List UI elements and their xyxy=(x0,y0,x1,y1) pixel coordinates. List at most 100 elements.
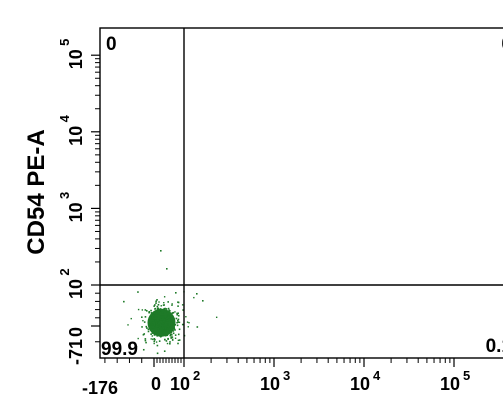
event-dot xyxy=(154,319,156,321)
event-dot xyxy=(162,304,165,306)
event-dot xyxy=(178,328,181,331)
x-tick-label: 10 xyxy=(350,374,370,394)
quadrant-label-lower-left: 99.9 xyxy=(101,339,138,360)
event-dot xyxy=(159,308,162,310)
event-dot xyxy=(167,316,170,319)
event-dot xyxy=(160,328,162,331)
event-dot xyxy=(215,316,218,319)
event-dot xyxy=(162,331,165,334)
event-dot xyxy=(153,334,156,336)
event-dot xyxy=(155,302,157,304)
event-dot xyxy=(159,329,162,332)
event-dot xyxy=(202,300,204,302)
event-dot xyxy=(163,302,165,304)
event-dot xyxy=(148,311,150,314)
event-dot xyxy=(170,334,173,336)
event-dot xyxy=(164,320,166,322)
event-dot xyxy=(159,328,161,330)
event-dot xyxy=(158,317,161,320)
event-dot xyxy=(167,338,169,340)
event-dot xyxy=(163,307,165,310)
event-dot xyxy=(174,329,176,331)
event-dot xyxy=(149,325,152,327)
event-dot xyxy=(152,326,155,329)
event-dot xyxy=(151,316,154,319)
y-tick-exponent: 3 xyxy=(57,192,72,199)
event-dot xyxy=(165,333,167,336)
event-dot xyxy=(160,327,162,330)
event-dot xyxy=(155,322,158,325)
event-dot xyxy=(153,305,155,307)
quadrant-label-upper-right: 0 xyxy=(501,34,503,55)
event-dot xyxy=(156,299,158,301)
event-dot xyxy=(167,319,170,321)
event-dot xyxy=(165,331,168,333)
event-dot xyxy=(186,321,189,323)
y-tick-exponent: 4 xyxy=(57,114,72,122)
x-tick-exponent: 5 xyxy=(463,368,470,383)
event-dot xyxy=(164,316,167,318)
event-dot xyxy=(161,332,164,335)
event-dot xyxy=(157,322,159,324)
event-dot xyxy=(163,304,166,306)
event-dot xyxy=(153,323,156,325)
event-dot xyxy=(164,307,166,310)
y-tick-label: 10 xyxy=(66,279,86,299)
quadrant-label-lower-right: 0.1 xyxy=(486,336,503,357)
event-dot xyxy=(174,323,177,326)
event-dot xyxy=(155,320,158,323)
x-tick-label: 10 xyxy=(260,374,280,394)
event-dot xyxy=(166,311,168,313)
event-dot xyxy=(166,327,169,330)
event-dot xyxy=(158,326,161,329)
event-dot xyxy=(188,322,190,324)
event-dot xyxy=(157,319,160,322)
event-dot xyxy=(164,327,167,330)
event-dot xyxy=(170,327,173,330)
event-dot xyxy=(176,324,179,327)
x-tick-label: 0 xyxy=(151,374,161,394)
event-dot xyxy=(158,335,161,337)
event-dot xyxy=(156,352,159,355)
event-dot xyxy=(156,344,159,347)
y-tick-exponent: 5 xyxy=(57,39,72,46)
event-dot xyxy=(159,325,162,328)
event-dot xyxy=(152,338,154,341)
event-dot xyxy=(156,316,158,318)
event-dot xyxy=(161,322,164,325)
event-dot xyxy=(142,333,145,336)
event-dot xyxy=(174,337,177,339)
event-dot xyxy=(148,317,151,320)
event-dot xyxy=(163,326,165,328)
event-dot xyxy=(154,338,156,341)
event-dot xyxy=(158,322,160,325)
axis-ticks xyxy=(91,54,455,367)
event-dot xyxy=(169,341,171,343)
event-dot xyxy=(153,317,155,320)
event-dot xyxy=(161,321,163,324)
event-dot xyxy=(144,316,147,318)
y-tick-label: 0 xyxy=(66,327,86,337)
event-dot xyxy=(172,322,175,325)
event-dot xyxy=(155,314,158,316)
y-tick-exponent: 2 xyxy=(57,268,72,275)
event-dot xyxy=(160,330,163,332)
event-dot xyxy=(159,314,161,316)
event-dot xyxy=(155,324,158,327)
event-dot xyxy=(146,327,148,329)
event-dot xyxy=(167,324,169,326)
event-dot xyxy=(171,320,173,323)
event-dot xyxy=(157,313,159,315)
event-dot xyxy=(157,316,160,318)
event-dot xyxy=(160,316,162,318)
event-dot xyxy=(163,296,166,298)
event-dot xyxy=(156,312,158,314)
event-dot xyxy=(164,334,166,336)
event-dot xyxy=(170,331,173,334)
event-dot xyxy=(137,291,139,293)
event-dot xyxy=(150,323,152,325)
event-dot xyxy=(163,338,166,341)
event-dot xyxy=(154,307,157,310)
